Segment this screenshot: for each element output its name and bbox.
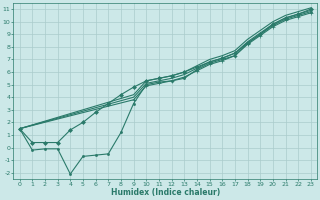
X-axis label: Humidex (Indice chaleur): Humidex (Indice chaleur) xyxy=(111,188,220,197)
